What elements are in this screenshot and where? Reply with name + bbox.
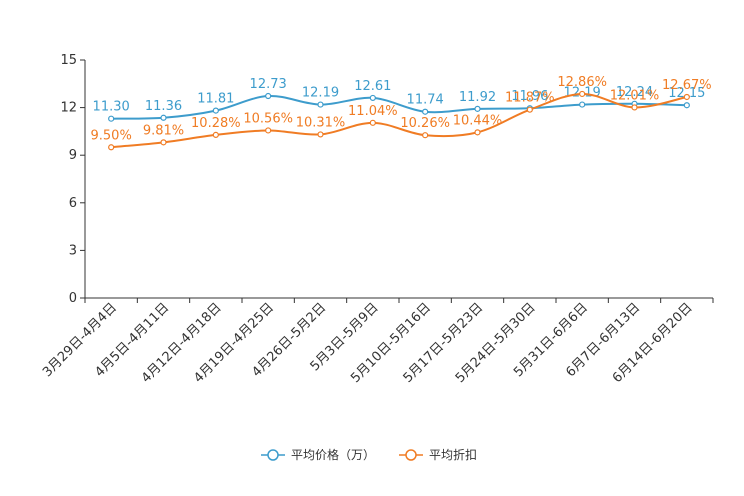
data-point-discount — [212, 131, 219, 138]
data-point-discount — [317, 131, 324, 138]
data-point-price — [579, 101, 586, 108]
series-layer: 11.30 11.36 11.81 12.73 12.19 12.61 11.74 11.92… — [91, 75, 712, 151]
data-point-discount — [422, 132, 429, 139]
data-label-price: 11.36 — [145, 99, 182, 114]
data-label-discount: 12.67% — [662, 78, 712, 93]
data-label-discount: 10.31% — [296, 115, 346, 130]
y-tick-label: 6 — [69, 196, 77, 211]
data-point-discount — [369, 119, 376, 126]
data-point-price — [160, 114, 167, 121]
legend-label-discount: 平均折扣 — [429, 447, 477, 462]
data-label-price: 11.81 — [197, 92, 234, 107]
data-point-discount — [683, 93, 690, 101]
data-point-price — [369, 94, 376, 102]
data-point-discount — [160, 139, 167, 146]
legend-marker-discount — [405, 449, 417, 461]
data-point-price — [422, 108, 429, 115]
legend-item-discount[interactable]: 平均折扣 — [399, 447, 477, 462]
data-label-discount: 9.81% — [143, 123, 184, 138]
data-point-price — [317, 101, 324, 108]
legend: 平均价格（万） 平均折扣 — [261, 447, 477, 462]
data-label-discount: 11.04% — [348, 104, 398, 119]
data-point-discount — [579, 90, 586, 98]
data-label-discount: 9.50% — [91, 128, 132, 143]
legend-item-price[interactable]: 平均价格（万） — [261, 447, 375, 462]
data-label-discount: 10.56% — [243, 111, 293, 126]
series-line-discount — [111, 92, 688, 149]
data-label-price: 12.73 — [250, 77, 287, 92]
data-label-price: 12.24 — [616, 85, 653, 100]
y-tick-label: 0 — [69, 291, 77, 306]
series-discount: 9.50% 9.81% 10.28% 10.56% 10.31%11.04%10.26%… — [91, 75, 712, 151]
y-tick-label: 9 — [69, 148, 77, 163]
data-point-price — [683, 102, 690, 109]
data-label-price: 12.15 — [668, 86, 705, 101]
data-point-price — [474, 105, 481, 112]
data-label-price: 11.30 — [93, 100, 130, 115]
y-tick-label: 3 — [69, 243, 77, 258]
data-label-price: 11.74 — [407, 93, 444, 108]
data-point-discount — [631, 104, 638, 111]
data-label-discount: 12.01% — [610, 88, 660, 103]
legend-label-price: 平均价格（万） — [291, 447, 375, 462]
data-point-price — [265, 92, 272, 100]
data-point-discount — [265, 127, 272, 134]
legend-marker-price — [267, 449, 279, 461]
data-point-price — [108, 115, 115, 122]
y-tick-label: 12 — [60, 101, 77, 116]
data-label-discount: 11.87% — [505, 91, 555, 106]
data-label-discount: 10.26% — [400, 116, 450, 131]
data-label-discount: 10.28% — [191, 116, 241, 131]
data-label-discount: 12.86% — [557, 75, 607, 90]
data-point-discount — [474, 129, 481, 136]
data-label-price: 12.19 — [302, 86, 339, 101]
data-point-discount — [108, 144, 115, 151]
data-label-price: 11.96 — [511, 89, 548, 104]
y-tick-label: 15 — [60, 53, 77, 68]
data-label-price: 11.92 — [459, 90, 496, 105]
series-line-price — [111, 95, 687, 120]
series-price: 11.30 11.36 11.81 12.73 12.19 12.61 11.74 11.92… — [93, 77, 705, 122]
data-label-price: 12.61 — [354, 79, 391, 94]
data-point-discount — [526, 106, 533, 113]
data-label-discount: 10.44% — [453, 113, 503, 128]
data-point-price — [212, 107, 219, 114]
